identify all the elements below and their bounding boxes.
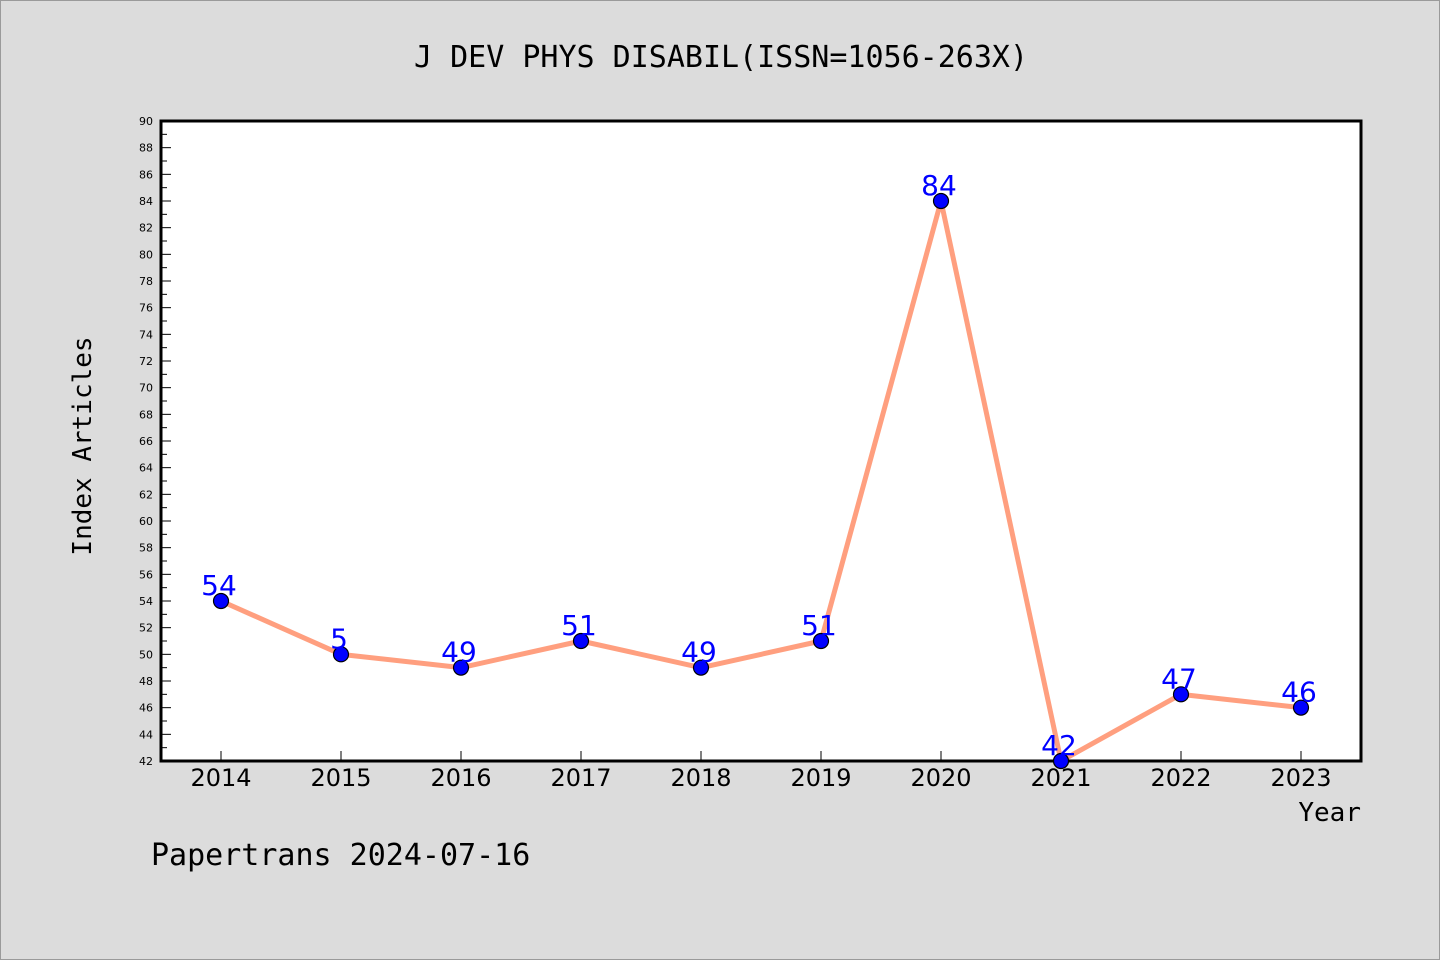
y-tick-label: 48 [139, 675, 153, 688]
x-tick-label: 2015 [310, 764, 371, 792]
y-tick-label: 64 [139, 462, 153, 475]
series-line-group [218, 198, 1304, 764]
y-tick-label: 68 [139, 408, 153, 421]
data-label: 46 [1281, 676, 1317, 709]
data-point [452, 659, 470, 676]
data-point [212, 592, 230, 610]
data-label: 54 [201, 569, 237, 602]
x-tick-label: 2018 [670, 764, 731, 792]
y-tick-label: 60 [139, 515, 153, 528]
y-tick-label: 54 [139, 595, 153, 608]
y-tick-label: 82 [139, 222, 153, 235]
y-tick-label: 52 [139, 622, 153, 635]
y-tick-label: 50 [139, 648, 153, 661]
y-tick-label: 62 [139, 488, 153, 501]
data-label: 47 [1161, 662, 1197, 695]
y-tick-label: 74 [139, 328, 153, 341]
y-tick-label: 56 [139, 568, 153, 581]
data-labels: 54 5 49 51 49 51 84 42 47 46 [201, 169, 1317, 762]
y-tick-label: 90 [139, 115, 153, 128]
data-point [332, 646, 350, 663]
y-tick-label: 86 [139, 168, 153, 181]
x-tick-label: 2017 [550, 764, 611, 792]
x-tick-label: 2019 [790, 764, 851, 792]
data-point [572, 632, 590, 650]
y-tick-label: 42 [139, 755, 153, 768]
data-point [932, 192, 950, 210]
data-label: 42 [1041, 729, 1077, 762]
x-tick-label: 2022 [1150, 764, 1211, 792]
x-axis-ticks: 2014 2015 2016 2017 2018 2019 2020 2021 2022 2023 [190, 751, 1332, 792]
data-point [1172, 686, 1190, 703]
y-tick-label: 76 [139, 302, 153, 315]
data-label: 51 [561, 609, 597, 642]
y-tick-label: 66 [139, 435, 153, 448]
y-tick-label: 72 [139, 355, 153, 368]
y-tick-label: 80 [139, 248, 153, 261]
y-tick-label: 88 [139, 142, 153, 155]
data-label: 84 [921, 169, 957, 202]
y-tick-label: 58 [139, 542, 153, 555]
data-point [1292, 699, 1310, 716]
data-label: 5 [330, 622, 348, 655]
y-tick-label: 84 [139, 195, 153, 208]
footer-note: Papertrans 2024-07-16 [151, 838, 530, 873]
y-tick-label: 44 [139, 728, 153, 741]
x-tick-label: 2020 [910, 764, 971, 792]
y-tick-label: 78 [139, 275, 153, 288]
x-tick-label: 2014 [190, 764, 251, 792]
data-label: 51 [801, 609, 837, 642]
x-axis-label: Year [1298, 798, 1361, 828]
data-point [812, 632, 830, 650]
data-point [1052, 752, 1070, 770]
y-tick-label: 46 [139, 702, 153, 715]
series-markers [212, 192, 1310, 770]
data-label: 49 [681, 636, 717, 669]
x-tick-label: 2023 [1270, 764, 1331, 792]
y-axis-label: Index Articles [68, 336, 98, 555]
chart-title: J DEV PHYS DISABIL(ISSN=1056-263X) [414, 40, 1028, 75]
y-axis-ticks: 42 44 46 48 50 52 54 56 58 60 62 64 66 68 70 72 74 76 78 80… [139, 115, 171, 768]
data-point [692, 659, 710, 676]
y-tick-label: 70 [139, 382, 153, 395]
series-line [218, 198, 1304, 764]
data-label: 49 [441, 636, 477, 669]
x-tick-label: 2016 [430, 764, 491, 792]
